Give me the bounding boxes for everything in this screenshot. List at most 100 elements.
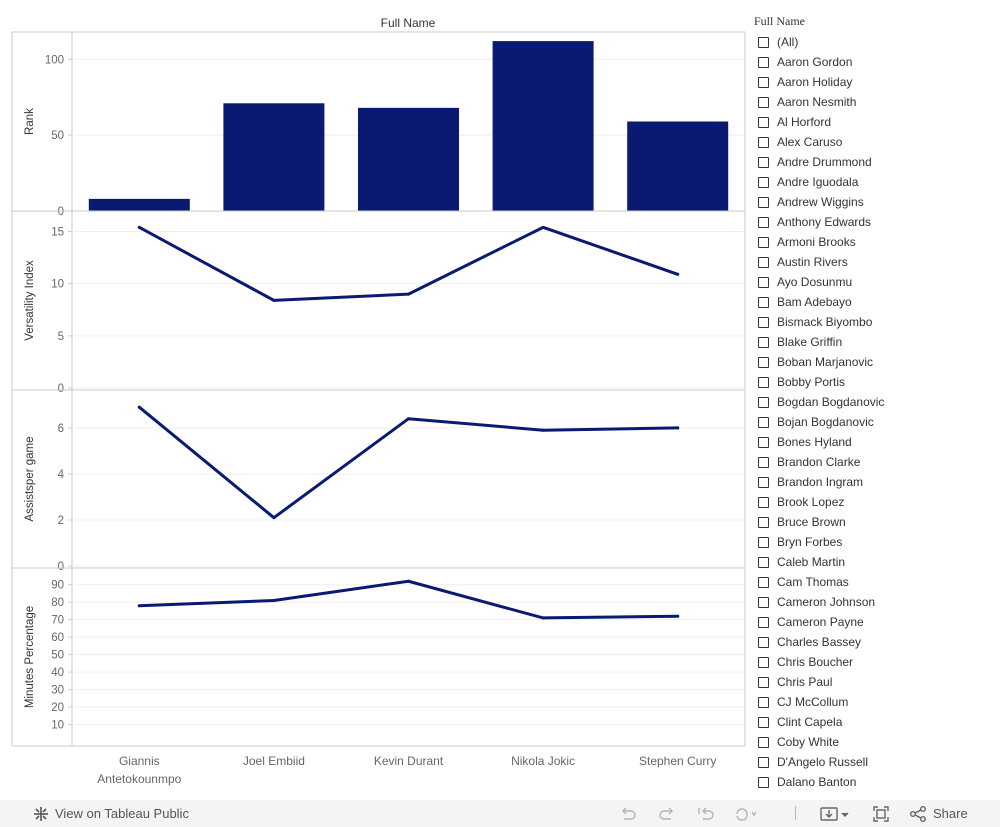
filter-checkbox[interactable] [758, 716, 769, 728]
filter-checkbox[interactable] [758, 76, 769, 88]
filter-checkbox[interactable] [758, 356, 769, 368]
filter-checkbox[interactable] [758, 436, 769, 448]
filter-item[interactable]: Cam Thomas [758, 572, 988, 592]
filter-item[interactable]: Bryn Forbes [758, 532, 988, 552]
filter-checkbox[interactable] [758, 476, 769, 488]
filter-item[interactable]: Aaron Nesmith [758, 92, 988, 112]
redo-button[interactable] [657, 800, 677, 827]
filter-item-label: Andre Iguodala [777, 175, 859, 189]
filter-item[interactable]: Dalano Banton [758, 772, 988, 788]
filter-item[interactable]: Austin Rivers [758, 252, 988, 272]
filter-checkbox[interactable] [758, 776, 769, 788]
filter-item[interactable]: Anthony Edwards [758, 212, 988, 232]
filter-checkbox[interactable] [758, 196, 769, 208]
filter-checkbox[interactable] [758, 276, 769, 288]
filter-checkbox[interactable] [758, 496, 769, 508]
filter-checkbox[interactable] [758, 616, 769, 628]
filter-checkbox[interactable] [758, 556, 769, 568]
y-tick-label: 10 [51, 720, 64, 732]
filter-item[interactable]: Aaron Holiday [758, 72, 988, 92]
bar [88, 198, 190, 211]
filter-checkbox[interactable] [758, 176, 769, 188]
filter-item[interactable]: Andrew Wiggins [758, 192, 988, 212]
filter-item[interactable]: Boban Marjanovic [758, 352, 988, 372]
filter-checkbox[interactable] [758, 376, 769, 388]
filter-item[interactable]: Cameron Johnson [758, 592, 988, 612]
filter-item[interactable]: Alex Caruso [758, 132, 988, 152]
filter-checkbox[interactable] [758, 736, 769, 748]
filter-checkbox[interactable] [758, 316, 769, 328]
filter-item[interactable]: Brandon Ingram [758, 472, 988, 492]
revert-button[interactable] [696, 800, 716, 827]
filter-item-label: Cameron Johnson [777, 595, 876, 609]
filter-checkbox[interactable] [758, 116, 769, 128]
filter-item[interactable]: Charles Bassey [758, 632, 988, 652]
filter-item[interactable]: Al Horford [758, 112, 988, 132]
filter-item[interactable]: CJ McCollum [758, 692, 988, 712]
filter-item[interactable]: Bismack Biyombo [758, 312, 988, 332]
filter-item[interactable]: Bones Hyland [758, 432, 988, 452]
filter-checkbox[interactable] [758, 516, 769, 528]
filter-checkbox[interactable] [758, 656, 769, 668]
filter-item[interactable]: Chris Paul [758, 672, 988, 692]
filter-item[interactable]: Cameron Payne [758, 612, 988, 632]
filter-item[interactable]: Bobby Portis [758, 372, 988, 392]
filter-item[interactable]: Brook Lopez [758, 492, 988, 512]
y-tick-label: 6 [58, 423, 64, 435]
view-on-tableau-button[interactable]: View on Tableau Public [32, 800, 189, 827]
filter-checkbox[interactable] [758, 396, 769, 408]
filter-checkbox[interactable] [758, 456, 769, 468]
filter-item[interactable]: Chris Boucher [758, 652, 988, 672]
filter-item[interactable]: Aaron Gordon [758, 52, 988, 72]
data-point [407, 579, 410, 583]
filter-checkbox[interactable] [758, 296, 769, 308]
filter-checkbox[interactable] [758, 596, 769, 608]
bar [627, 121, 729, 211]
filter-checkbox[interactable] [758, 136, 769, 148]
filter-item[interactable]: Bruce Brown [758, 512, 988, 532]
share-button[interactable]: Share [909, 800, 968, 827]
filter-item[interactable]: D'Angelo Russell [758, 752, 988, 772]
filter-checkbox[interactable] [758, 216, 769, 228]
fullscreen-icon [873, 805, 889, 822]
filter-item-label: Charles Bassey [777, 635, 862, 649]
filter-item[interactable]: Armoni Brooks [758, 232, 988, 252]
data-point [407, 417, 410, 421]
filter-item[interactable]: Bam Adebayo [758, 292, 988, 312]
filter-checkbox[interactable] [758, 36, 769, 48]
filter-item[interactable]: Andre Iguodala [758, 172, 988, 192]
filter-item[interactable]: Bojan Bogdanovic [758, 412, 988, 432]
filter-checkbox[interactable] [758, 756, 769, 768]
redo-icon [659, 807, 673, 820]
filter-checkbox[interactable] [758, 156, 769, 168]
undo-button[interactable] [618, 800, 638, 827]
filter-item[interactable]: Andre Drummond [758, 152, 988, 172]
filter-list[interactable]: (All) Aaron Gordon Aaron Holiday Aaron Nesm… [758, 32, 988, 788]
filter-checkbox[interactable] [758, 96, 769, 108]
filter-checkbox[interactable] [758, 416, 769, 428]
filter-checkbox[interactable] [758, 536, 769, 548]
filter-checkbox[interactable] [758, 636, 769, 648]
data-point [407, 292, 410, 296]
filter-checkbox[interactable] [758, 236, 769, 248]
filter-checkbox[interactable] [758, 56, 769, 68]
filter-item[interactable]: Coby White [758, 732, 988, 752]
filter-item-label: Bam Adebayo [777, 295, 852, 309]
y-axis-title: Minutes Percentage [24, 606, 36, 708]
filter-checkbox[interactable] [758, 256, 769, 268]
refresh-button[interactable] [733, 800, 759, 827]
filter-item[interactable]: (All) [758, 32, 988, 52]
filter-item[interactable]: Caleb Martin [758, 552, 988, 572]
filter-item[interactable]: Clint Capela [758, 712, 988, 732]
filter-checkbox[interactable] [758, 336, 769, 348]
filter-item[interactable]: Brandon Clarke [758, 452, 988, 472]
filter-item[interactable]: Bogdan Bogdanovic [758, 392, 988, 412]
download-button[interactable] [819, 800, 851, 827]
filter-item[interactable]: Blake Griffin [758, 332, 988, 352]
y-tick-label: 50 [51, 130, 64, 142]
fullscreen-button[interactable] [871, 800, 891, 827]
filter-item[interactable]: Ayo Dosunmu [758, 272, 988, 292]
filter-checkbox[interactable] [758, 696, 769, 708]
filter-checkbox[interactable] [758, 676, 769, 688]
filter-checkbox[interactable] [758, 576, 769, 588]
